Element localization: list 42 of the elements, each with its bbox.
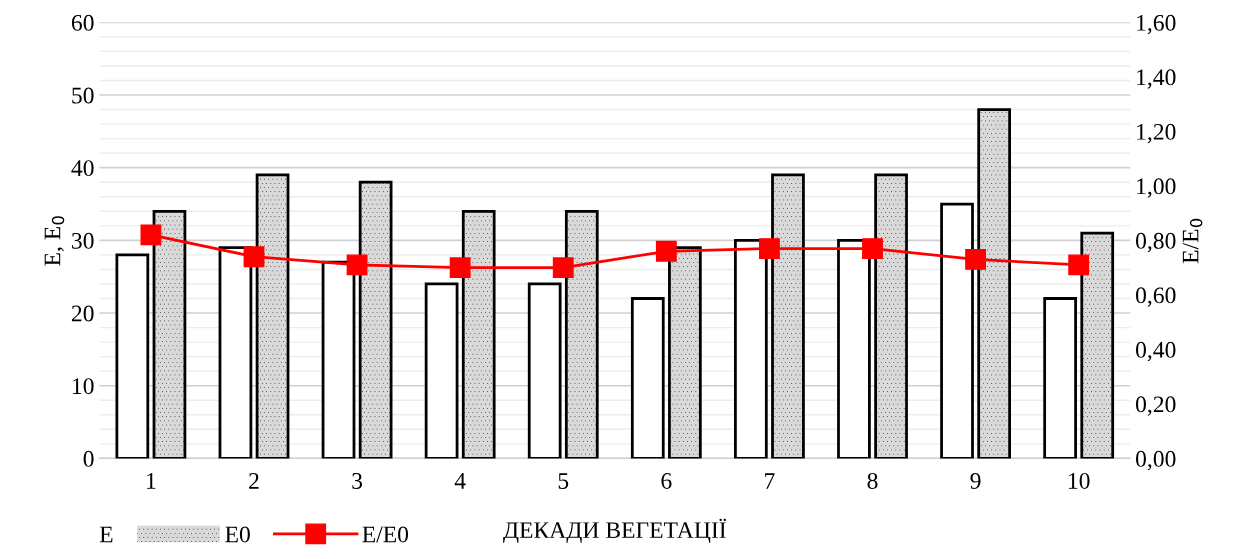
point [759,238,780,259]
x-tick-label: 5 [558,473,569,489]
point [552,257,574,279]
point [243,246,265,268]
y2-tick-label: 1,60 [1137,14,1176,35]
point [965,249,987,270]
x-axis-title: ДЕКАДИ ВЕГЕТАЦІЇ [503,518,726,543]
y2-tick-label: 0,80 [1135,232,1176,253]
x-tick-label: 3 [352,473,363,489]
x-tick-label: 7 [765,473,775,489]
point [1068,254,1090,276]
y-axis-title: E, E$_{0}$ [44,216,65,266]
y-tick-label: 10 [72,378,94,395]
x-tick-label: 8 [867,472,878,489]
y2-tick-label: 1,40 [1137,69,1176,89]
y2-tick-label: 0,60 [1135,287,1176,307]
x-tick-label: 4 [454,473,466,489]
point [449,257,471,279]
y-tick-label: 50 [72,87,94,104]
y-tick-label: 60 [71,14,94,31]
x-tick-label: 6 [661,473,672,489]
legend-label: E0 [225,526,250,543]
y-tick-label: 40 [71,160,94,177]
x-tick-label: 1 [147,473,156,489]
y-tick-label: 30 [72,232,94,249]
y-tick-label: 0 [83,450,94,467]
x-tick-label: 9 [970,473,981,489]
y2-tick-label: 1,20 [1137,123,1176,144]
y2-tick-label: 1,00 [1137,178,1176,198]
text: E [99,526,113,543]
y2-tick-label: 0,40 [1135,341,1176,362]
point [655,240,677,262]
y2-tick-label: 0,20 [1135,396,1176,416]
y-tick-label: 20 [71,305,94,322]
point [140,224,162,246]
point [862,238,883,259]
legend-label: E/E0 [362,526,409,543]
x-tick-label: 2 [249,473,259,489]
y2-axis-title: E/E$_{0}$ [1182,218,1203,264]
x-tick-label: 10 [1068,472,1090,489]
point [346,254,368,276]
y2-tick-label: 0,00 [1135,450,1176,471]
